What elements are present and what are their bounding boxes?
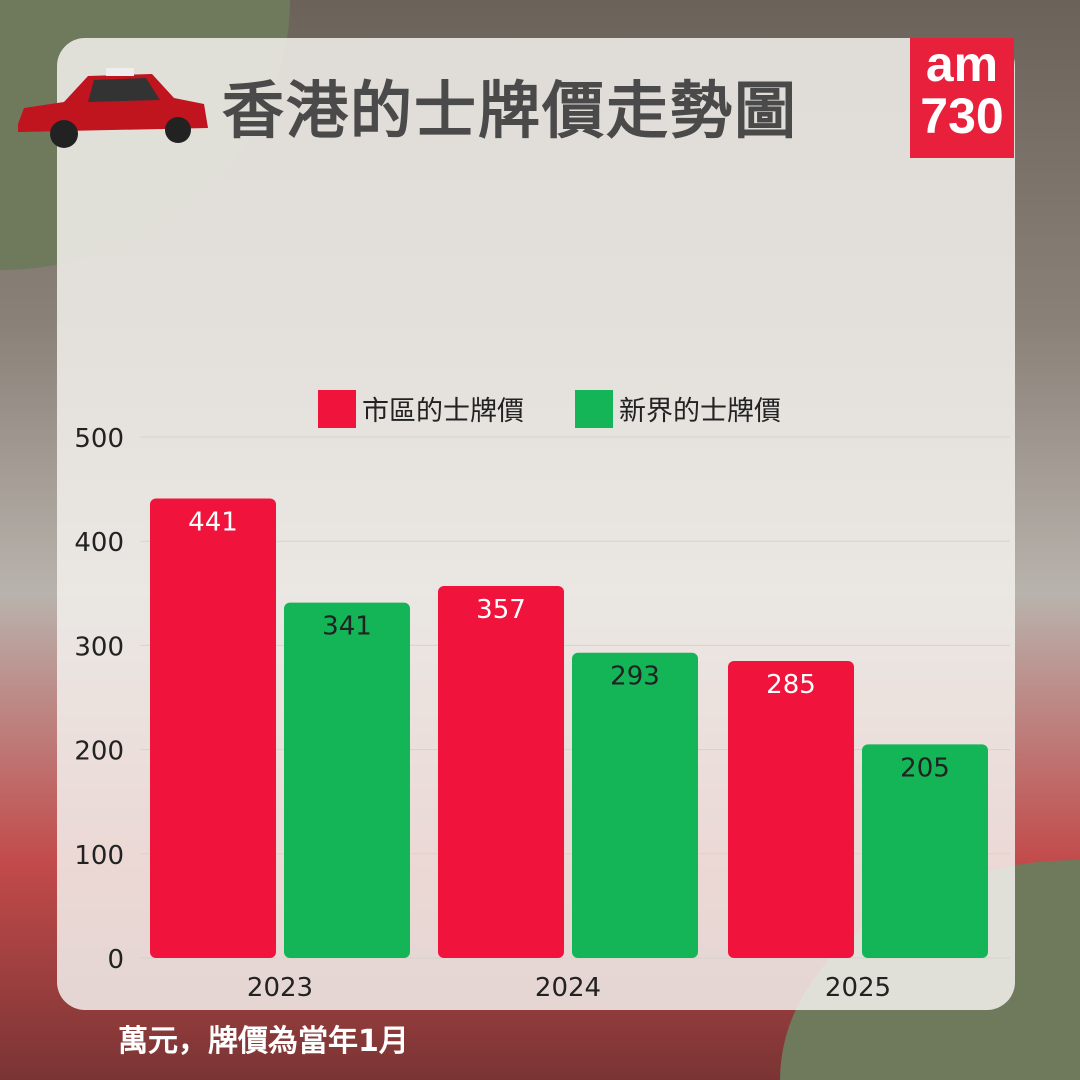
data-label: 285 — [766, 670, 816, 700]
y-tick-label: 0 — [107, 945, 124, 975]
y-tick-label: 400 — [74, 528, 124, 558]
data-label: 293 — [610, 662, 660, 692]
bar-urban-2023 — [150, 498, 276, 958]
legend-label: 市區的士牌價 — [362, 396, 524, 427]
page-title: 香港的士牌價走勢圖 — [222, 74, 799, 147]
legend-label: 新界的士牌價 — [619, 396, 781, 427]
am730-logo: am 730 — [910, 38, 1014, 158]
unit-note: 萬元，牌價為當年1月 — [118, 1024, 409, 1059]
bar-nt-2023 — [284, 602, 410, 958]
bar-nt-2025 — [862, 744, 988, 958]
y-tick-label: 200 — [74, 737, 124, 767]
data-label: 441 — [188, 507, 238, 537]
bar-urban-2024 — [438, 586, 564, 958]
legend-swatch — [318, 390, 356, 428]
data-label: 357 — [476, 595, 526, 625]
legend-swatch — [575, 390, 613, 428]
x-tick-label: 2024 — [535, 973, 601, 1003]
data-label: 341 — [322, 612, 372, 642]
y-tick-label: 500 — [74, 424, 124, 454]
taxi-icon — [18, 68, 208, 148]
x-tick-label: 2023 — [247, 973, 313, 1003]
data-label: 205 — [900, 753, 950, 783]
y-tick-label: 300 — [74, 632, 124, 662]
y-tick-label: 100 — [74, 841, 124, 871]
bar-nt-2024 — [572, 652, 698, 958]
bar-urban-2025 — [728, 661, 854, 958]
x-tick-label: 2025 — [825, 973, 891, 1003]
